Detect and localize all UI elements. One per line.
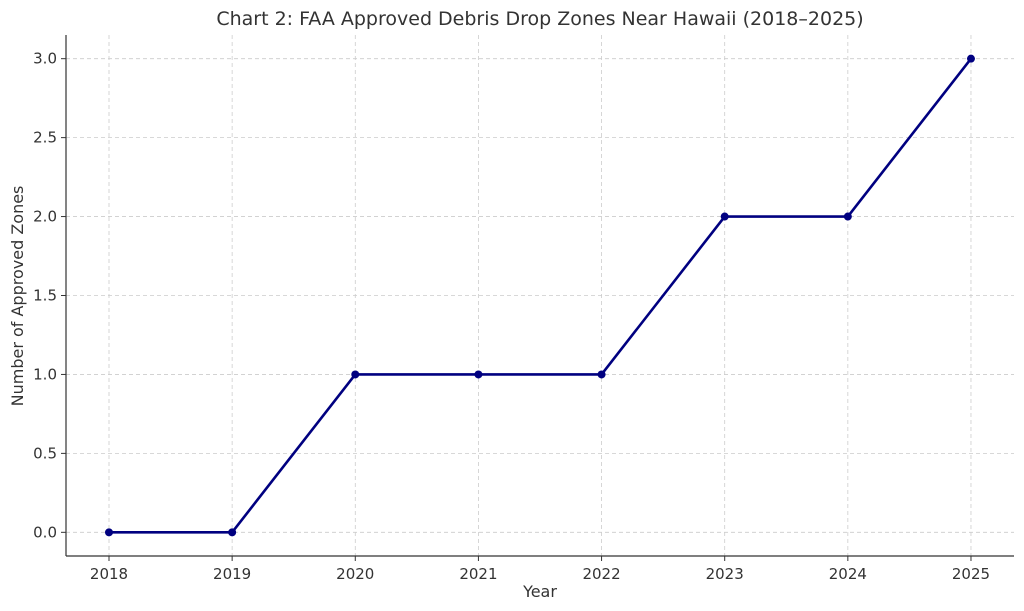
y-tick-label: 2.5: [33, 129, 57, 147]
x-tick-label: 2020: [336, 565, 374, 583]
x-tick-label: 2021: [459, 565, 497, 583]
y-tick-label: 1.5: [33, 287, 57, 305]
y-tick-label: 3.0: [33, 50, 57, 68]
y-axis-label: Number of Approved Zones: [8, 186, 27, 407]
x-tick-label: 2023: [706, 565, 744, 583]
data-point: [474, 370, 483, 379]
data-point: [843, 212, 852, 221]
y-tick-label: 0.5: [33, 444, 57, 462]
series-line: [109, 57, 973, 534]
axis-ticks: 2018 2019 2020 2021 2022 2023 2024 2025 0.0 0.5 1.…: [33, 50, 990, 583]
x-axis-label: Year: [522, 582, 557, 601]
data-point: [351, 370, 360, 379]
series-layer: [105, 54, 975, 537]
data-point: [105, 528, 113, 537]
x-tick-label: 2024: [829, 565, 867, 583]
chart-title: Chart 2: FAA Approved Debris Drop Zones …: [216, 8, 863, 30]
x-tick-label: 2025: [952, 565, 990, 583]
data-point: [597, 370, 606, 379]
y-tick-label: 2.0: [33, 208, 57, 226]
x-tick-label: 2022: [582, 565, 620, 583]
data-point: [228, 528, 237, 537]
y-tick-label: 0.0: [33, 523, 57, 541]
x-tick-label: 2018: [90, 565, 128, 583]
data-point: [720, 212, 729, 221]
grid: [66, 35, 1014, 556]
data-point: [966, 54, 975, 63]
y-tick-label: 1.0: [33, 365, 57, 383]
x-tick-label: 2019: [213, 565, 251, 583]
